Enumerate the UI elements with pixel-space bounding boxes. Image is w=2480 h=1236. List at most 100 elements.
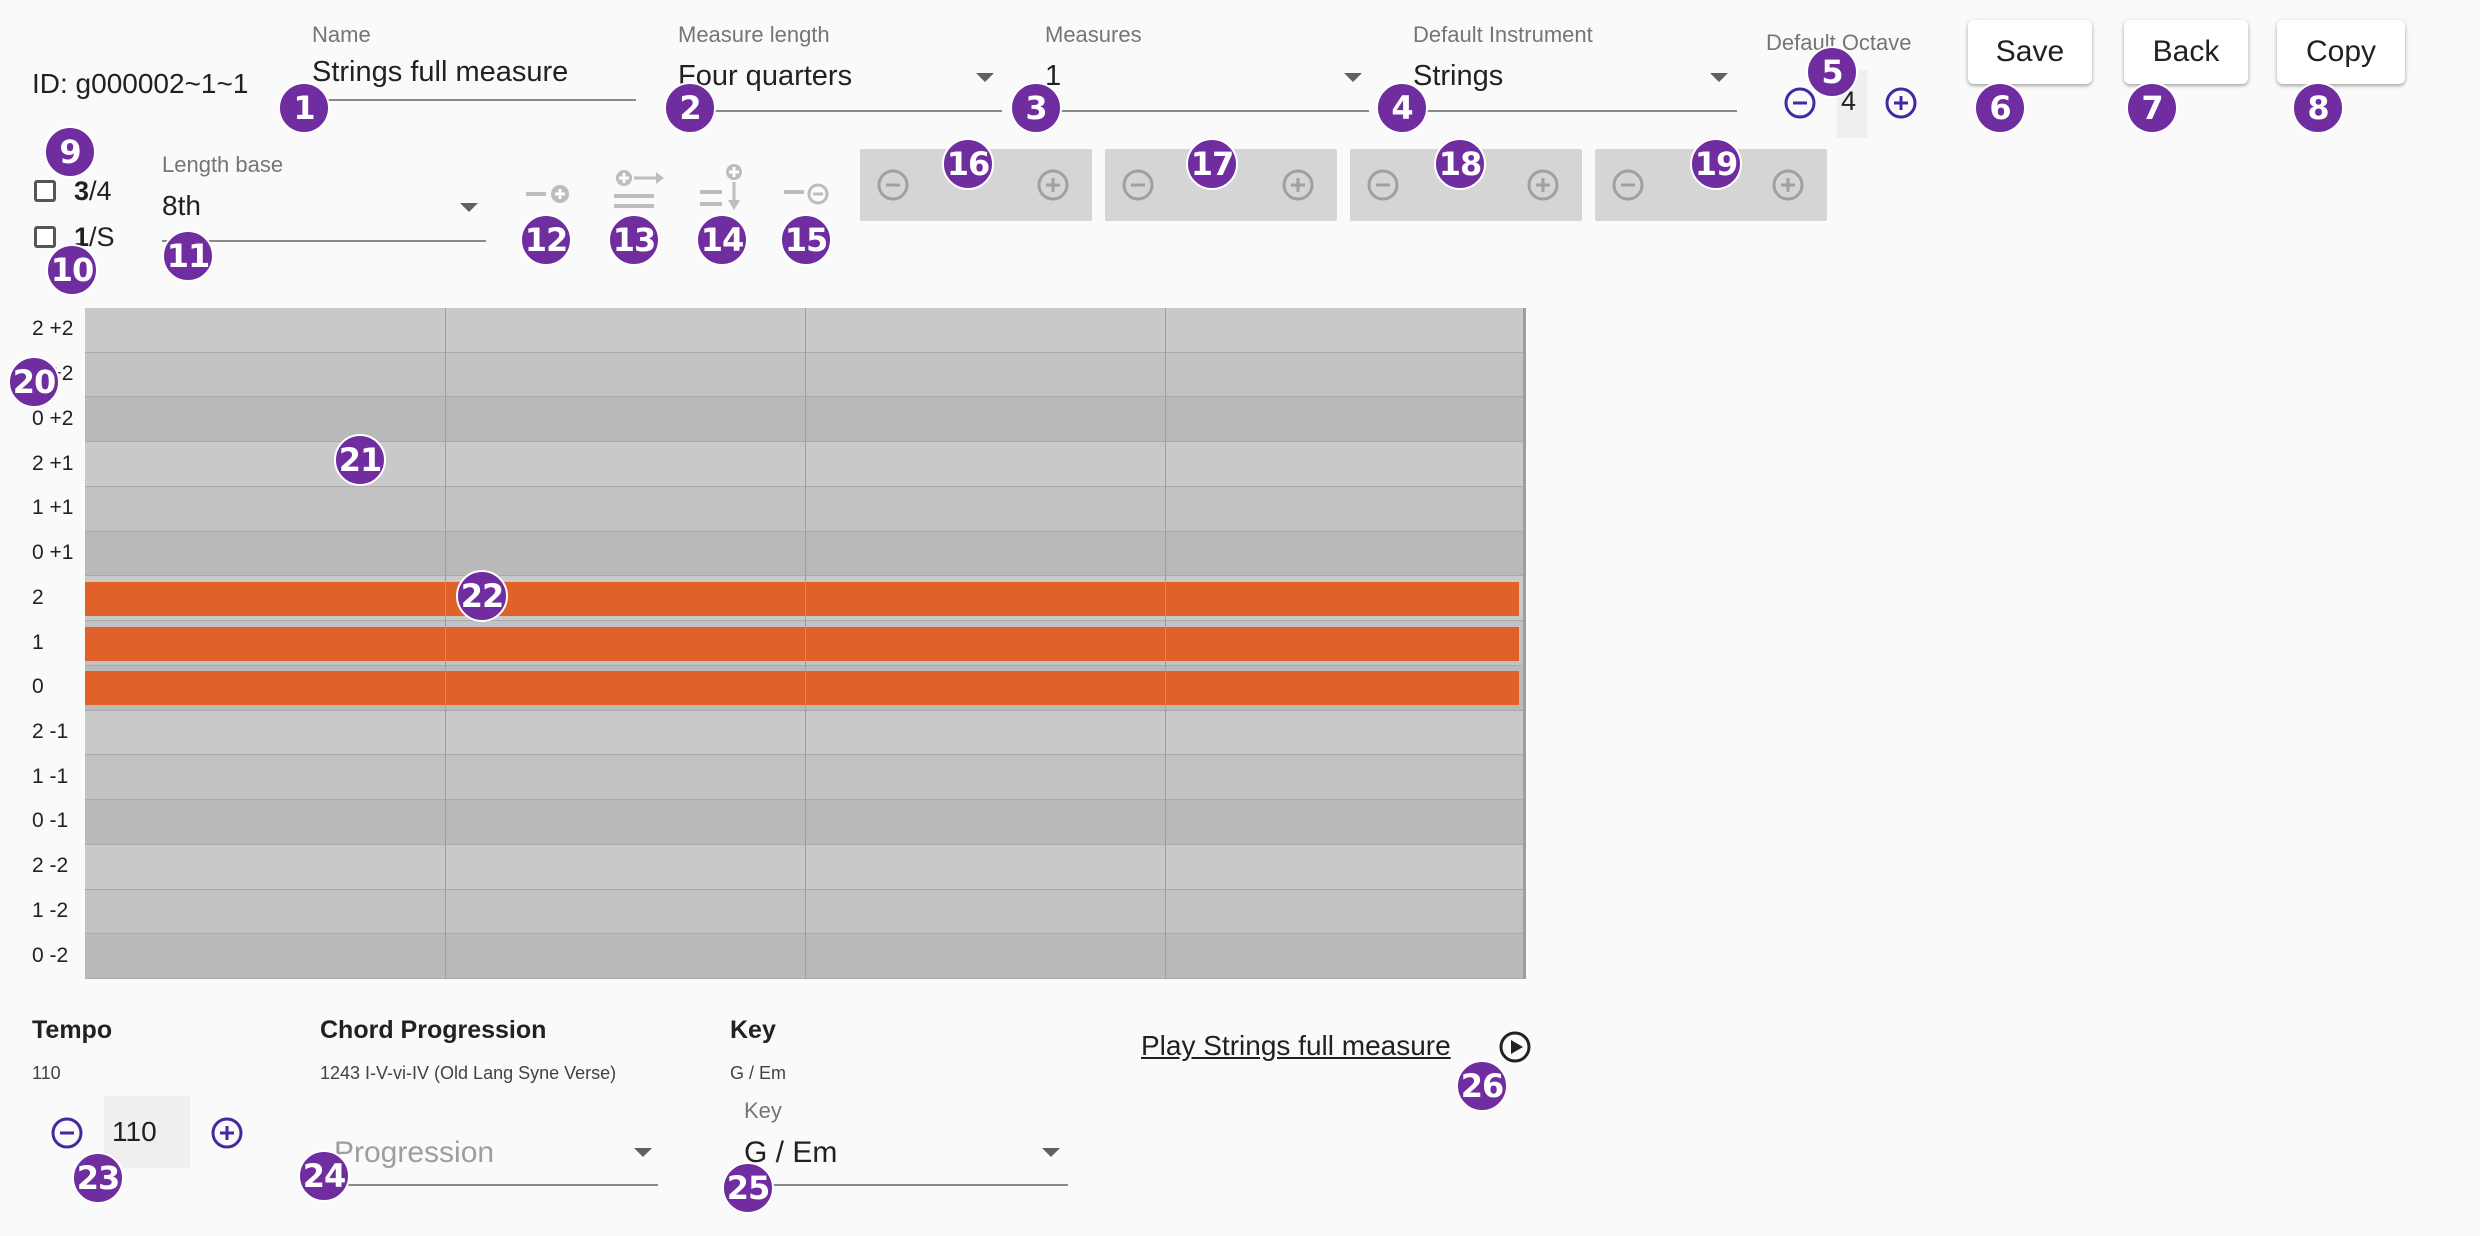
checkbox-one-per-s[interactable] [34, 226, 56, 248]
note-bar[interactable] [85, 671, 1519, 706]
badge-16: 16 [942, 138, 994, 190]
badge-12: 12 [520, 214, 572, 266]
chord-progression-title: Chord Progression [320, 1016, 547, 1044]
row-label: 0 +2 [32, 406, 74, 430]
row-label: 0 +1 [32, 541, 74, 565]
measures-chevron-down-icon [1344, 73, 1362, 82]
play-icon[interactable] [1498, 1030, 1532, 1064]
key-title: Key [730, 1016, 776, 1044]
plus-circle-icon [1885, 87, 1917, 119]
row-label: 2 +2 [32, 317, 74, 341]
octave-decrease-button[interactable] [1783, 86, 1817, 120]
measures-label: Measures [1045, 22, 1142, 47]
progression-underline [334, 1184, 658, 1186]
note-bar[interactable] [85, 626, 1519, 661]
minus-circle-icon[interactable] [876, 168, 910, 202]
progression-select[interactable]: Progression [334, 1136, 495, 1169]
default-instrument-select[interactable]: Strings [1413, 60, 1504, 92]
tempo-increase-button[interactable] [210, 1116, 244, 1150]
default-instrument-label: Default Instrument [1413, 22, 1593, 47]
measure-length-label: Measure length [678, 22, 830, 47]
grid-right-border [1523, 308, 1526, 979]
plus-circle-icon [211, 1117, 243, 1149]
row-label: 0 [32, 675, 44, 699]
remove-note-icon[interactable] [778, 172, 838, 216]
grid-column-divider [1165, 308, 1166, 979]
length-base-underline [162, 240, 486, 242]
name-input[interactable]: Strings full measure [312, 56, 569, 88]
copy-button[interactable]: Copy [2277, 20, 2405, 84]
tempo-title: Tempo [32, 1016, 113, 1044]
insert-below-icon[interactable] [694, 162, 754, 210]
tempo-input-box[interactable] [104, 1096, 190, 1168]
length-base-label: Length base [162, 152, 284, 177]
insert-after-icon[interactable] [606, 168, 666, 212]
badge-26: 26 [1456, 1060, 1508, 1112]
minus-circle-icon[interactable] [1366, 168, 1400, 202]
badge-17: 17 [1186, 138, 1238, 190]
badge-6: 6 [1974, 82, 2026, 134]
plus-circle-icon[interactable] [1771, 168, 1805, 202]
key-value-text: G / Em [730, 1063, 787, 1083]
row-label: 0 -1 [32, 809, 69, 833]
minus-circle-icon [51, 1117, 83, 1149]
minus-circle-icon[interactable] [1611, 168, 1645, 202]
tempo-input: 110 [112, 1116, 157, 1147]
badge-25: 25 [722, 1162, 774, 1214]
row-label: 1 [32, 630, 44, 654]
badge-9: 9 [44, 126, 96, 178]
play-link[interactable]: Play Strings full measure [1141, 1030, 1451, 1061]
badge-3: 3 [1010, 82, 1062, 134]
badge-23: 23 [72, 1152, 124, 1204]
badge-22: 22 [456, 570, 508, 622]
measures-select[interactable]: 1 [1045, 60, 1062, 92]
badge-13: 13 [608, 214, 660, 266]
row-label: 1 -2 [32, 898, 69, 922]
key-chevron-down-icon [1042, 1148, 1060, 1157]
default-instrument-chevron-down-icon [1710, 73, 1728, 82]
length-base-select[interactable]: 8th [162, 190, 201, 221]
badge-14: 14 [696, 214, 748, 266]
key-select[interactable]: G / Em [744, 1136, 838, 1169]
name-underline [312, 99, 636, 101]
octave-increase-button[interactable] [1884, 86, 1918, 120]
row-label: 2 [32, 585, 44, 609]
badge-4: 4 [1376, 82, 1428, 134]
measure-length-chevron-down-icon [976, 73, 994, 82]
badge-11: 11 [162, 230, 214, 282]
badge-7: 7 [2126, 82, 2178, 134]
badge-21: 21 [334, 434, 386, 486]
length-base-chevron-down-icon [460, 203, 478, 212]
back-button[interactable]: Back [2124, 20, 2248, 84]
row-label: 0 -2 [32, 943, 69, 967]
remove-add-note-icon[interactable] [520, 172, 580, 216]
key-underline [744, 1184, 1068, 1186]
checkbox-three-quarter[interactable] [34, 180, 56, 202]
note-grid[interactable] [85, 308, 1525, 979]
tempo-decrease-button[interactable] [50, 1116, 84, 1150]
default-instrument-underline [1413, 110, 1737, 112]
grid-column-divider [445, 308, 446, 979]
minus-circle-icon [1784, 87, 1816, 119]
save-button[interactable]: Save [1968, 20, 2092, 84]
plus-circle-icon[interactable] [1526, 168, 1560, 202]
plus-circle-icon[interactable] [1036, 168, 1070, 202]
measure-length-underline [678, 110, 1002, 112]
grid-column-divider [805, 308, 806, 979]
name-label: Name [312, 22, 371, 47]
measures-underline [1045, 110, 1369, 112]
row-label: 2 -2 [32, 854, 69, 878]
note-bar[interactable] [85, 581, 1519, 616]
badge-15: 15 [780, 214, 832, 266]
progression-chevron-down-icon [634, 1148, 652, 1157]
measure-length-select[interactable]: Four quarters [678, 60, 853, 92]
badge-20: 20 [8, 356, 60, 408]
badge-1: 1 [278, 82, 330, 134]
badge-24: 24 [298, 1150, 350, 1202]
item-id: ID: g000002~1~1 [32, 68, 249, 99]
row-label: 2 -1 [32, 719, 69, 743]
plus-circle-icon[interactable] [1281, 168, 1315, 202]
minus-circle-icon[interactable] [1121, 168, 1155, 202]
three-quarter-label: 3/4 [74, 176, 112, 206]
tempo-value-text: 110 [32, 1063, 61, 1083]
